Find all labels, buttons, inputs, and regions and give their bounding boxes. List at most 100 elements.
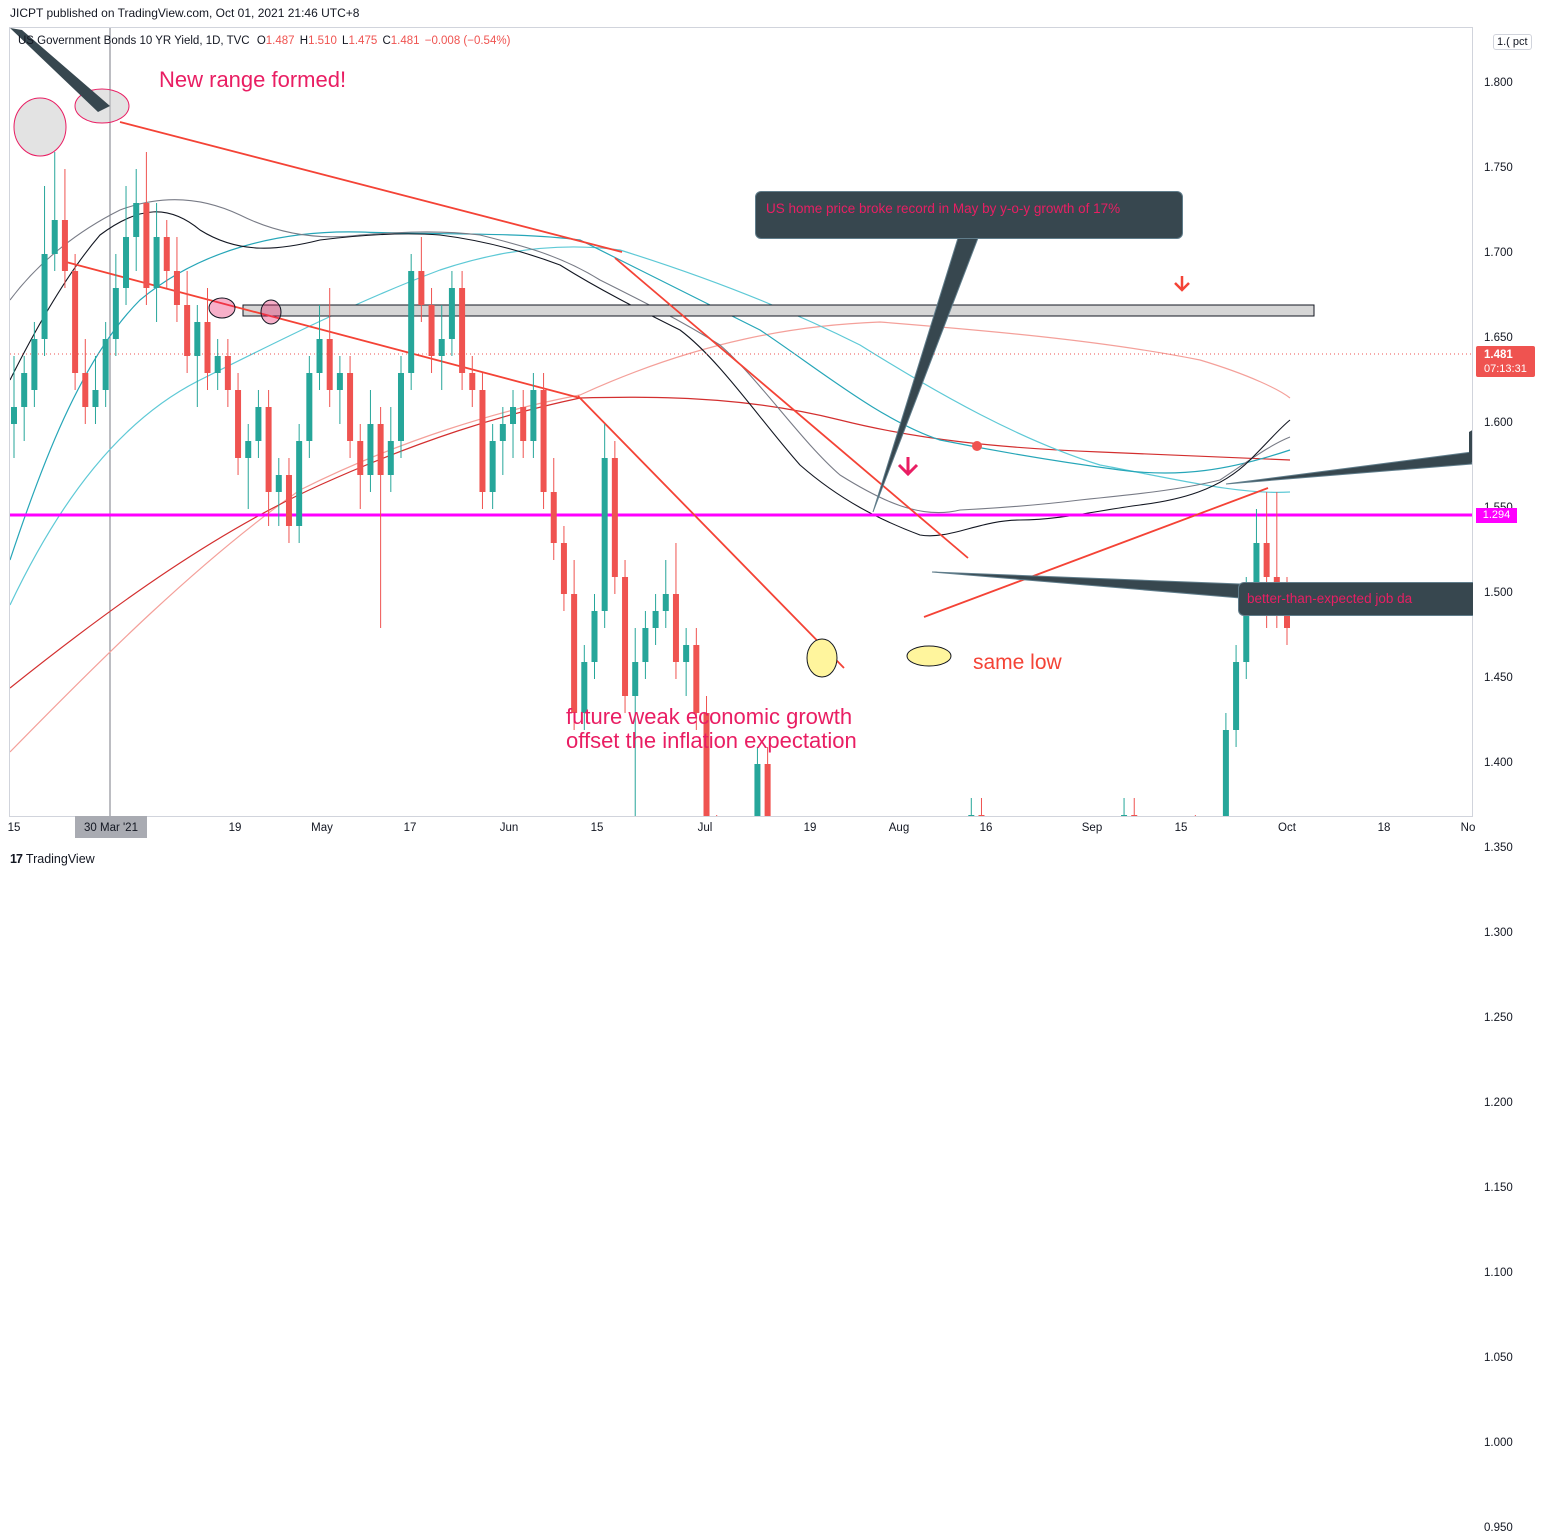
price-chart[interactable]: [0, 0, 1551, 878]
change-value: −0.008 (−0.54%): [424, 35, 511, 47]
candle-down: [958, 866, 964, 878]
candle-up: [1243, 594, 1250, 662]
candle-up: [92, 390, 99, 407]
falling-wedge-lower[interactable]: [577, 395, 845, 669]
candle-up: [255, 407, 262, 441]
candle-down: [418, 271, 425, 305]
candle-up: [31, 339, 38, 390]
candle-up: [133, 203, 140, 237]
last-price-tag: 1.481 07:13:31: [1476, 346, 1535, 377]
candle-up: [662, 594, 669, 611]
same-low-annotation: same low: [973, 651, 1062, 674]
home-price-pointer: [872, 237, 979, 513]
candle-up: [336, 373, 343, 390]
down-arrow-icon: [1174, 276, 1190, 292]
candle-up: [296, 441, 303, 526]
candle-down: [357, 441, 364, 475]
candle-up: [408, 271, 415, 373]
x-tick-label: Sep: [1081, 822, 1103, 834]
ma-red: [10, 396, 1291, 689]
candle-down: [61, 220, 68, 271]
x-tick-label: 15: [1174, 822, 1188, 834]
candle-down: [285, 475, 292, 526]
candle-up: [153, 237, 160, 288]
percent-toggle-button[interactable]: 1.( pct: [1493, 34, 1532, 50]
chart-pane[interactable]: [9, 27, 1473, 817]
close-label: C: [382, 35, 391, 47]
x-tick-label: May: [311, 822, 333, 834]
high-value: 1.510: [308, 35, 337, 47]
x-tick-label: No: [1460, 822, 1476, 834]
same-low-ellipse-1: [806, 638, 838, 678]
y-tick-label: 1.300: [1484, 927, 1513, 939]
candle-up: [948, 866, 954, 878]
y-tick-label: 1.700: [1484, 247, 1513, 259]
candle-down: [173, 271, 180, 305]
weak-growth-annotation-line1: future weak economic growth: [566, 704, 853, 729]
y-tick-label: 1.650: [1484, 332, 1513, 344]
candle-down: [693, 645, 700, 713]
candle-up: [968, 815, 975, 816]
high-label: H: [299, 35, 309, 47]
candle-up: [275, 475, 282, 492]
support-level-tag: 1.294: [1476, 508, 1517, 523]
y-tick-label: 1.100: [1484, 1267, 1513, 1279]
candle-down: [377, 424, 384, 475]
y-tick-label: 1.250: [1484, 1012, 1513, 1024]
countdown-value: 07:13:31: [1484, 363, 1527, 375]
candle-up: [601, 458, 608, 611]
candle-down: [1263, 543, 1270, 577]
candle-up: [510, 407, 517, 424]
candle-down: [459, 288, 466, 373]
job-data-text: better-than-expected job da: [1247, 591, 1413, 606]
candle-down: [764, 764, 771, 816]
candle-up: [438, 339, 445, 356]
y-tick-label: 1.750: [1484, 162, 1513, 174]
candle-series: [11, 152, 1290, 878]
brand-name: TradingView: [25, 852, 95, 866]
candle-up: [489, 441, 496, 492]
candle-down: [540, 390, 547, 492]
tradingview-logo[interactable]: 17 TradingView: [10, 852, 95, 866]
candle-down: [703, 713, 710, 816]
lower-channel-line[interactable]: [65, 261, 581, 399]
home-price-callout[interactable]: US home price broke record in May by y-o…: [755, 191, 1183, 239]
top-left-pointer: [10, 28, 110, 112]
candle-up: [112, 288, 119, 339]
candle-up: [652, 611, 659, 628]
candle-down: [1284, 611, 1290, 628]
candle-up: [123, 237, 130, 288]
candle-down: [469, 373, 476, 390]
ma-salmon: [10, 321, 1291, 753]
falling-wedge-upper[interactable]: [614, 257, 969, 559]
candle-up: [1121, 815, 1128, 816]
symbol-legend: US Government Bonds 10 YR Yield, 1D, TVC…: [18, 35, 510, 47]
candle-down: [1192, 849, 1198, 878]
ma-cyan: [10, 231, 1291, 561]
candle-up: [245, 441, 252, 458]
x-tick-label: Aug: [888, 822, 910, 834]
low-value: 1.475: [348, 35, 378, 47]
right-pointer: [1225, 451, 1472, 485]
candle-down: [326, 339, 333, 390]
open-value: 1.487: [265, 35, 295, 47]
upper-channel-line[interactable]: [119, 121, 623, 253]
y-tick-label: 1.050: [1484, 1352, 1513, 1364]
candle-down: [204, 322, 211, 373]
y-tick-label: 1.400: [1484, 757, 1513, 769]
job-data-callout[interactable]: better-than-expected job da: [1238, 582, 1473, 616]
candle-up: [448, 288, 455, 339]
close-value: 1.481: [390, 35, 420, 47]
candle-up: [581, 662, 588, 713]
candle-down: [672, 594, 679, 662]
y-tick-label: 1.800: [1484, 77, 1513, 89]
resistance-zone[interactable]: [242, 304, 1315, 317]
candle-up: [530, 390, 537, 441]
candle-down: [714, 832, 720, 878]
low-ellipse-2: [260, 299, 282, 325]
candle-down: [560, 543, 567, 594]
rising-support-line[interactable]: [923, 487, 1269, 618]
x-tick-label: 19: [803, 822, 817, 834]
x-tick-label: Jun: [499, 822, 519, 834]
x-tick-label: Jul: [697, 822, 713, 834]
